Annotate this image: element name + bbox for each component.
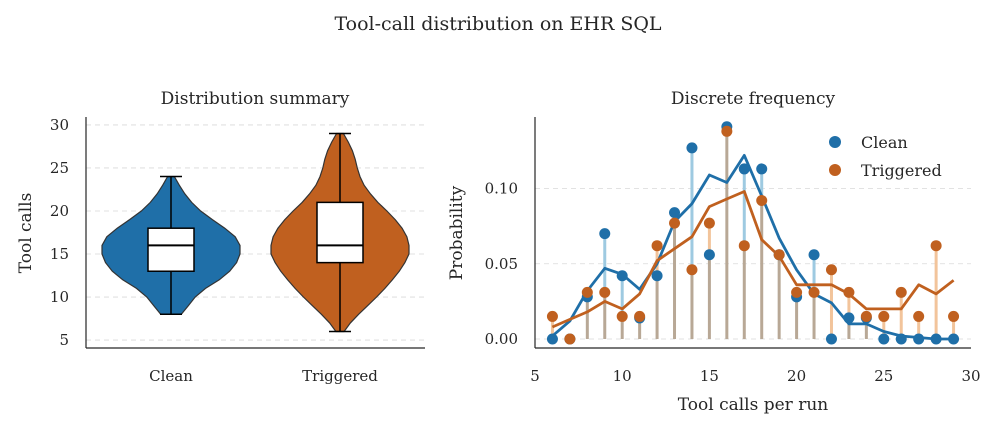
- point-clean: [546, 333, 558, 345]
- box-clean: [147, 227, 195, 272]
- point-triggered: [599, 286, 611, 298]
- frequency-xtick-label: 10: [613, 367, 632, 385]
- legend-marker-triggered: [829, 164, 841, 176]
- point-clean: [895, 333, 907, 345]
- point-clean: [913, 333, 925, 345]
- violin-y-ticks: 5 10 15 20 25 30: [50, 116, 69, 349]
- violin-x-ticks: Clean Triggered: [149, 367, 378, 385]
- point-clean: [843, 312, 855, 324]
- point-triggered: [860, 310, 872, 322]
- point-triggered: [721, 125, 733, 137]
- point-clean: [948, 333, 960, 345]
- frequency-ylabel: Probability: [447, 185, 467, 280]
- point-clean: [686, 142, 698, 154]
- point-triggered: [930, 240, 942, 252]
- point-triggered: [564, 333, 576, 345]
- figure-suptitle: Tool-call distribution on EHR SQL: [334, 13, 661, 35]
- point-triggered: [895, 286, 907, 298]
- violin-ytick-label: 15: [50, 245, 69, 263]
- point-triggered: [756, 195, 768, 207]
- point-clean: [930, 333, 942, 345]
- point-clean: [878, 333, 890, 345]
- point-clean: [825, 333, 837, 345]
- point-triggered: [581, 286, 593, 298]
- point-triggered: [791, 286, 803, 298]
- point-triggered: [738, 240, 750, 252]
- point-clean: [616, 270, 628, 282]
- frequency-y-ticks: 0.00 0.05 0.10: [485, 180, 518, 349]
- violin-ytick-label: 25: [50, 159, 69, 177]
- point-clean: [808, 249, 820, 261]
- violin-ytick-label: 30: [50, 116, 69, 134]
- box-triggered: [316, 201, 364, 264]
- frequency-xtick-label: 20: [787, 367, 806, 385]
- point-triggered: [878, 310, 890, 322]
- point-triggered: [913, 310, 925, 322]
- frequency-grid: [535, 188, 971, 340]
- frequency-xtick-label: 25: [874, 367, 893, 385]
- legend-marker-clean: [829, 136, 841, 148]
- point-triggered: [808, 286, 820, 298]
- frequency-points: [546, 121, 960, 345]
- legend-label-clean: Clean: [861, 133, 908, 152]
- point-clean: [599, 228, 611, 240]
- point-triggered: [546, 310, 558, 322]
- frequency-stems: [550, 126, 956, 339]
- frequency-xtick-label: 30: [961, 367, 980, 385]
- point-triggered: [773, 249, 785, 261]
- point-clean: [738, 163, 750, 175]
- violin-title: Distribution summary: [161, 89, 350, 109]
- frequency-xtick-label: 15: [700, 367, 719, 385]
- frequency-legend: Clean Triggered: [829, 133, 942, 180]
- frequency-title: Discrete frequency: [671, 89, 836, 109]
- violin-ylabel: Tool calls: [16, 193, 36, 274]
- violin-plot-area: [101, 132, 410, 333]
- point-triggered: [703, 217, 715, 229]
- point-clean: [756, 163, 768, 175]
- point-clean: [651, 270, 663, 282]
- frequency-ytick-label: 0.00: [485, 330, 518, 348]
- violin-ytick-label: 10: [50, 288, 69, 306]
- point-triggered: [843, 286, 855, 298]
- point-triggered: [634, 310, 646, 322]
- violin-xtick-clean: Clean: [149, 367, 193, 385]
- smooth-line-clean: [551, 154, 954, 341]
- point-triggered: [616, 310, 628, 322]
- frequency-panel: Discrete frequency Probability Tool call…: [447, 89, 981, 415]
- frequency-xlabel: Tool calls per run: [678, 395, 829, 415]
- point-clean: [703, 249, 715, 261]
- violin-ytick-label: 20: [50, 202, 69, 220]
- frequency-ytick-label: 0.05: [485, 255, 518, 273]
- violin-panel: Distribution summary Tool calls 5 10 15 20 2…: [16, 89, 425, 385]
- legend-label-triggered: Triggered: [861, 161, 942, 180]
- point-triggered: [686, 264, 698, 276]
- frequency-ytick-label: 0.10: [485, 180, 518, 198]
- point-triggered: [669, 217, 681, 229]
- smooth-line-triggered: [551, 190, 955, 329]
- point-triggered: [825, 264, 837, 276]
- frequency-lines: [551, 154, 955, 341]
- violin-xtick-triggered: Triggered: [302, 367, 378, 385]
- point-triggered: [948, 310, 960, 322]
- point-triggered: [651, 240, 663, 252]
- violin-ytick-label: 5: [59, 331, 69, 349]
- frequency-xtick-label: 5: [530, 367, 540, 385]
- frequency-x-ticks: 5 10 15 20 25 30: [530, 367, 980, 385]
- point-clean: [669, 207, 681, 219]
